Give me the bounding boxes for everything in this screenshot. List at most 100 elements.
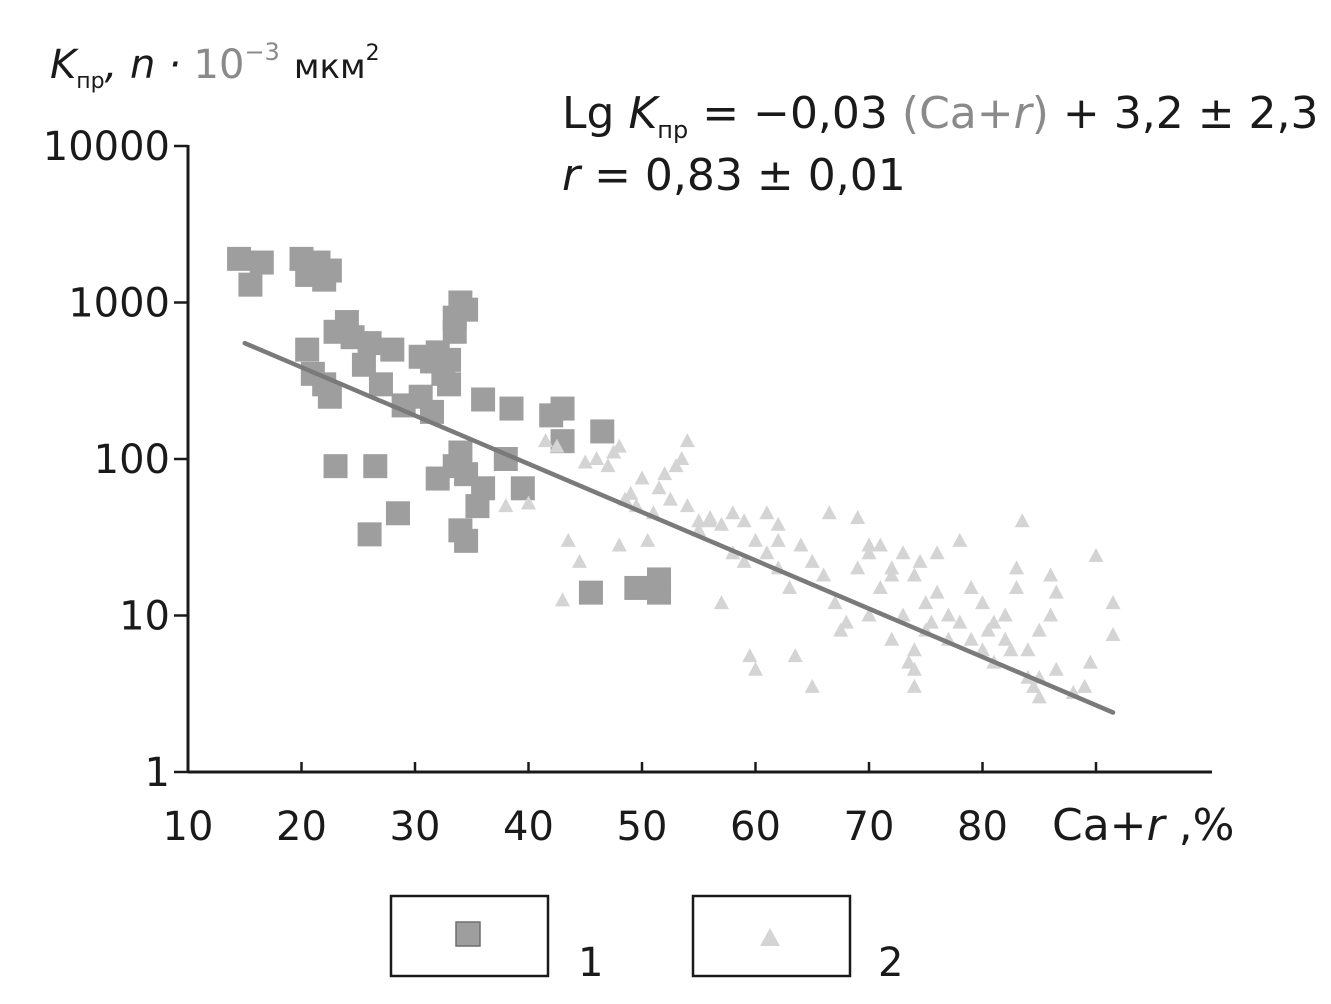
x-tick-label: 40 [503, 804, 554, 850]
series-2-point [997, 631, 1013, 646]
series-2-point [1020, 642, 1036, 657]
series-2-point [861, 537, 877, 552]
x-tick-label: 10 [163, 804, 214, 850]
series-2-point [589, 451, 605, 465]
series-1-point [363, 454, 388, 479]
legend-marker-square [455, 921, 481, 947]
correlation-coefficient: r = 0,83 ± 0,01 [562, 150, 906, 201]
series-2-point [736, 553, 752, 568]
series-2-point [674, 451, 690, 465]
series-1-point [317, 384, 342, 409]
series-2-point [1105, 627, 1121, 642]
series-2-point [952, 614, 968, 629]
series-2-point [577, 454, 593, 469]
legend: 1 2 [389, 894, 903, 986]
series-2-point [782, 579, 798, 594]
series-2-point [651, 480, 667, 495]
series-1-point [249, 250, 274, 275]
series-2-point [679, 433, 695, 448]
series-2-point [555, 592, 571, 607]
series-1-points [227, 246, 672, 605]
series-1-point [323, 454, 348, 479]
series-2-point [884, 560, 900, 575]
series-2-point [952, 532, 968, 547]
series-2-point [872, 579, 888, 594]
series-2-point [793, 537, 809, 552]
series-2-point [538, 433, 554, 448]
series-2-point [549, 438, 565, 453]
series-2-point [906, 678, 922, 693]
series-2-point [634, 470, 650, 485]
series-2-point [918, 595, 934, 610]
y-tick-label: 100 [94, 437, 170, 483]
y-tick-label: 1 [145, 750, 170, 796]
series-1-point [442, 305, 467, 330]
trend-line [242, 340, 1116, 715]
series-2-point [850, 509, 866, 524]
series-2-point [827, 595, 843, 610]
series-2-point [736, 513, 752, 528]
series-1-point [578, 580, 603, 605]
series-2-point [1043, 567, 1059, 582]
series-2-point [906, 567, 922, 582]
series-2-point [691, 513, 707, 528]
series-2-point [1026, 678, 1042, 693]
series-2-point [713, 595, 729, 610]
series-2-point [662, 491, 678, 506]
series-1-point [465, 494, 490, 519]
series-1-point [368, 372, 393, 397]
series-2-point [906, 661, 922, 676]
series-2-point [997, 607, 1013, 622]
y-tick-label: 1000 [68, 281, 170, 327]
x-tick-label: 50 [617, 804, 668, 850]
y-tick-label: 10000 [43, 124, 170, 170]
series-1-point [471, 387, 496, 412]
series-2-point [742, 648, 758, 663]
series-2-point [895, 607, 911, 622]
series-2-point [748, 532, 763, 547]
series-2-point [572, 553, 588, 568]
series-2-points [498, 433, 1121, 704]
series-2-point [923, 614, 939, 629]
y-axis-label: Kпр, n · 10−3 мкм2 [50, 38, 380, 94]
series-2-point [816, 567, 832, 582]
legend-label-2: 2 [878, 940, 903, 986]
trend-line-group [242, 340, 1116, 715]
series-2-point [980, 622, 996, 637]
series-2-point [884, 631, 900, 646]
series-1-point [550, 396, 575, 421]
series-1-point [312, 267, 337, 292]
series-2-point [1009, 579, 1025, 594]
x-tick-label: 60 [730, 804, 781, 850]
x-tick-label: 30 [390, 804, 441, 850]
series-2-point [770, 532, 786, 547]
series-2-point [498, 498, 514, 513]
series-2-point [833, 622, 849, 637]
series-1-point [431, 361, 456, 386]
series-2-point [963, 579, 979, 594]
series-2-point [912, 553, 928, 568]
series-2-point [1003, 642, 1019, 657]
series-2-point [759, 545, 775, 560]
series-2-point [668, 458, 684, 473]
legend-marker-triangle [760, 928, 780, 946]
series-2-point [1014, 513, 1030, 528]
series-2-point [713, 516, 729, 531]
series-2-point [895, 545, 911, 560]
legend-item-2: 2 [691, 894, 903, 986]
series-2-point [906, 642, 922, 657]
regression-equation: Lg Kпр = −0,03 (Ca+r) + 3,2 ± 2,3 [562, 88, 1319, 144]
series-2-point [521, 495, 536, 510]
series-2-point [872, 537, 888, 552]
series-2-point [804, 553, 820, 568]
series-1-point [647, 580, 672, 605]
series-2-point [861, 607, 877, 622]
series-1-point [295, 337, 320, 362]
series-2-point [986, 614, 1002, 629]
legend-item-1: 1 [389, 894, 603, 986]
series-2-point [804, 678, 820, 693]
y-tick-label: 10 [119, 594, 170, 640]
series-2-point [725, 505, 741, 520]
series-2-point [884, 567, 900, 582]
